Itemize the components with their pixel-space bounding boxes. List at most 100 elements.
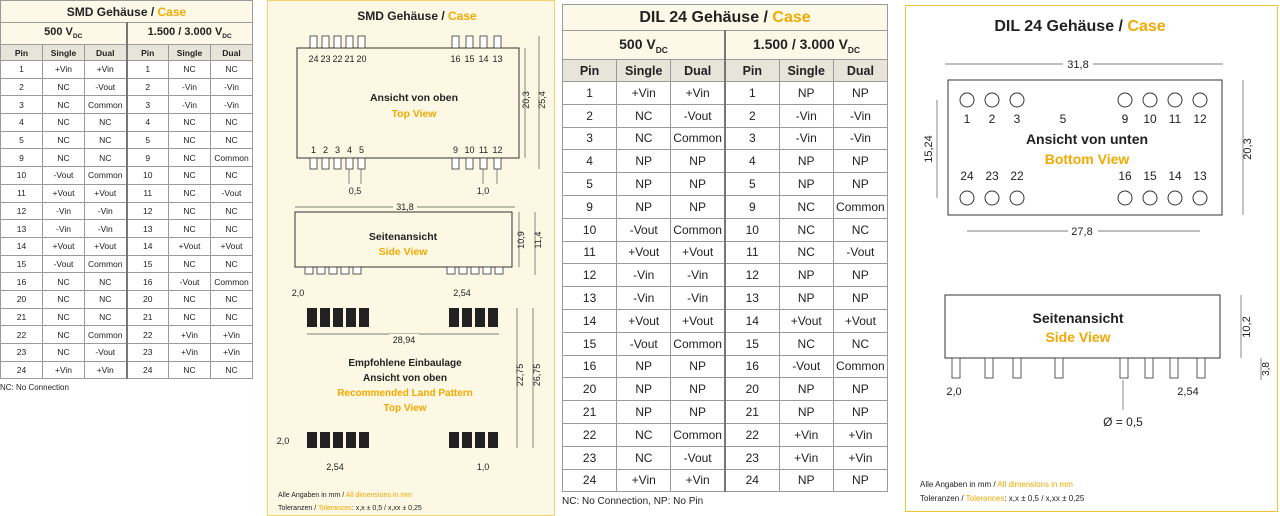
- pin-row: 13 -Vin -Vin 13 NP NP: [561, 286, 889, 310]
- pad: [449, 308, 459, 327]
- title-text: SMD Gehäuse /: [357, 9, 448, 23]
- pin-function: NC: [168, 113, 211, 132]
- dim: 10,2: [1241, 316, 1253, 337]
- pin-function: -Vout: [670, 445, 726, 470]
- pad: [333, 308, 343, 327]
- group-cell: 1.500 / 3.000 VDC: [723, 30, 888, 60]
- pin-number: 13: [0, 219, 43, 238]
- footer-text: Tolerances: [318, 505, 352, 512]
- pin-function: NP: [778, 149, 834, 174]
- pin-function: Common: [210, 148, 253, 168]
- pin-hole: [1142, 190, 1158, 206]
- pin: [333, 35, 342, 49]
- pin-function: +Vin: [42, 60, 85, 79]
- pin-row: 24 +Vin +Vin 24 NP NP: [561, 468, 889, 493]
- pin-function: NC: [616, 103, 672, 128]
- land-pads: [307, 432, 498, 448]
- pin-function: -Vout: [670, 103, 726, 128]
- table: SMD Gehäuse / Case 500 VDC 1.500 / 3.000 V…: [0, 0, 253, 380]
- column-header: Pin: [125, 44, 169, 61]
- pin-function: Common: [670, 217, 726, 242]
- dim: 2,54: [1177, 386, 1198, 398]
- pin-row: 9 NC NC 9 NC Common: [0, 148, 253, 168]
- pin-number: 5: [561, 172, 618, 196]
- pin: [1054, 357, 1064, 379]
- column-header: Single: [778, 59, 834, 82]
- body-side: [294, 211, 513, 268]
- pin-function: +Vin: [84, 360, 127, 380]
- pin-number: 10: [561, 217, 618, 242]
- pin-number: 3: [125, 95, 169, 115]
- shape: [1063, 57, 1093, 71]
- pin-label: 14: [1168, 169, 1182, 183]
- title: SMD Gehäuse / Case: [357, 9, 477, 23]
- pin-function: NC: [168, 254, 211, 274]
- pin-number: 12: [0, 201, 43, 221]
- pin: [333, 157, 342, 170]
- note: NC: No Connection, NP: No Pin: [562, 496, 704, 508]
- pin-number: 24: [723, 468, 780, 493]
- pin-function: +Vin: [670, 81, 726, 105]
- pin-number: 15: [723, 331, 780, 356]
- pin-number: 3: [723, 126, 780, 151]
- dim: 10,9: [516, 231, 526, 249]
- pin: [304, 266, 314, 275]
- group-cell: 1.500 / 3.000 VDC: [125, 22, 253, 45]
- pin-function: -Vin: [670, 286, 726, 310]
- dim: 31,8: [1067, 59, 1088, 71]
- side-pins: [304, 266, 504, 275]
- column-header: Single: [616, 59, 672, 82]
- pin: [470, 266, 480, 275]
- footer-text: All dimensions in mm: [346, 492, 412, 499]
- pin-label: 23: [985, 169, 999, 183]
- pin-number: 2: [561, 103, 618, 128]
- pin-row: 23 NC -Vout 23 +Vin +Vin: [561, 445, 889, 470]
- column-header: Dual: [670, 59, 726, 82]
- pad: [359, 432, 369, 448]
- pin-label: 15: [1143, 169, 1157, 183]
- dim: 20,3: [521, 91, 531, 109]
- pin-function: NC: [616, 445, 672, 470]
- pin-function: NP: [616, 377, 672, 402]
- pin-label: 11: [1169, 112, 1182, 126]
- pin-function: Common: [670, 422, 726, 447]
- pin-number: 3: [561, 126, 618, 151]
- pin-label: 22: [1010, 169, 1024, 183]
- footer-text: Alle Angaben in mm /: [920, 480, 997, 489]
- pin-function: NP: [832, 172, 889, 196]
- dim: 27,8: [1071, 226, 1092, 238]
- shape: [389, 334, 419, 345]
- pin-label: 15: [464, 54, 474, 64]
- pin-function: NC: [778, 194, 834, 219]
- pin-function: NC: [42, 113, 85, 132]
- pin-label: 10: [1143, 112, 1157, 126]
- pin-function: -Vout: [616, 217, 672, 242]
- pin-function: NP: [832, 149, 889, 174]
- pin-row: 5 NC NC 5 NC NC: [0, 130, 253, 150]
- pin-function: NC: [42, 272, 85, 291]
- footer: Alle Angaben in mm / All dimensions in m…: [920, 480, 1073, 489]
- title-accent: Case: [157, 4, 187, 19]
- pin-number: 2: [723, 103, 780, 128]
- pin-number: 23: [723, 445, 780, 470]
- label: Top View: [384, 403, 427, 414]
- pin-label: 13: [1193, 169, 1207, 183]
- pin-function: NP: [778, 468, 834, 493]
- pin: [1169, 357, 1179, 379]
- pin-function: NP: [616, 194, 672, 219]
- pin-function: -Vin: [670, 263, 726, 288]
- pin: [451, 157, 460, 170]
- pin-number: 16: [0, 272, 43, 291]
- group-cell: 500 VDC: [0, 22, 127, 45]
- footer-text: : x,x ± 0,5 / x,xx ± 0,25: [1004, 494, 1084, 503]
- pin-function: NC: [168, 130, 211, 150]
- pin-row: 2 NC -Vout 2 -Vin -Vin: [561, 103, 889, 128]
- pin: [1012, 357, 1022, 379]
- pin-row: 10 -Vout Common 10 NC NC: [561, 217, 889, 242]
- pin-function: -Vin: [42, 201, 85, 221]
- label: Bottom View: [1045, 151, 1130, 167]
- pin-row: 13 -Vin -Vin 13 NC NC: [0, 219, 253, 238]
- pin-number: 22: [723, 422, 780, 447]
- pin-label: 13: [492, 54, 502, 64]
